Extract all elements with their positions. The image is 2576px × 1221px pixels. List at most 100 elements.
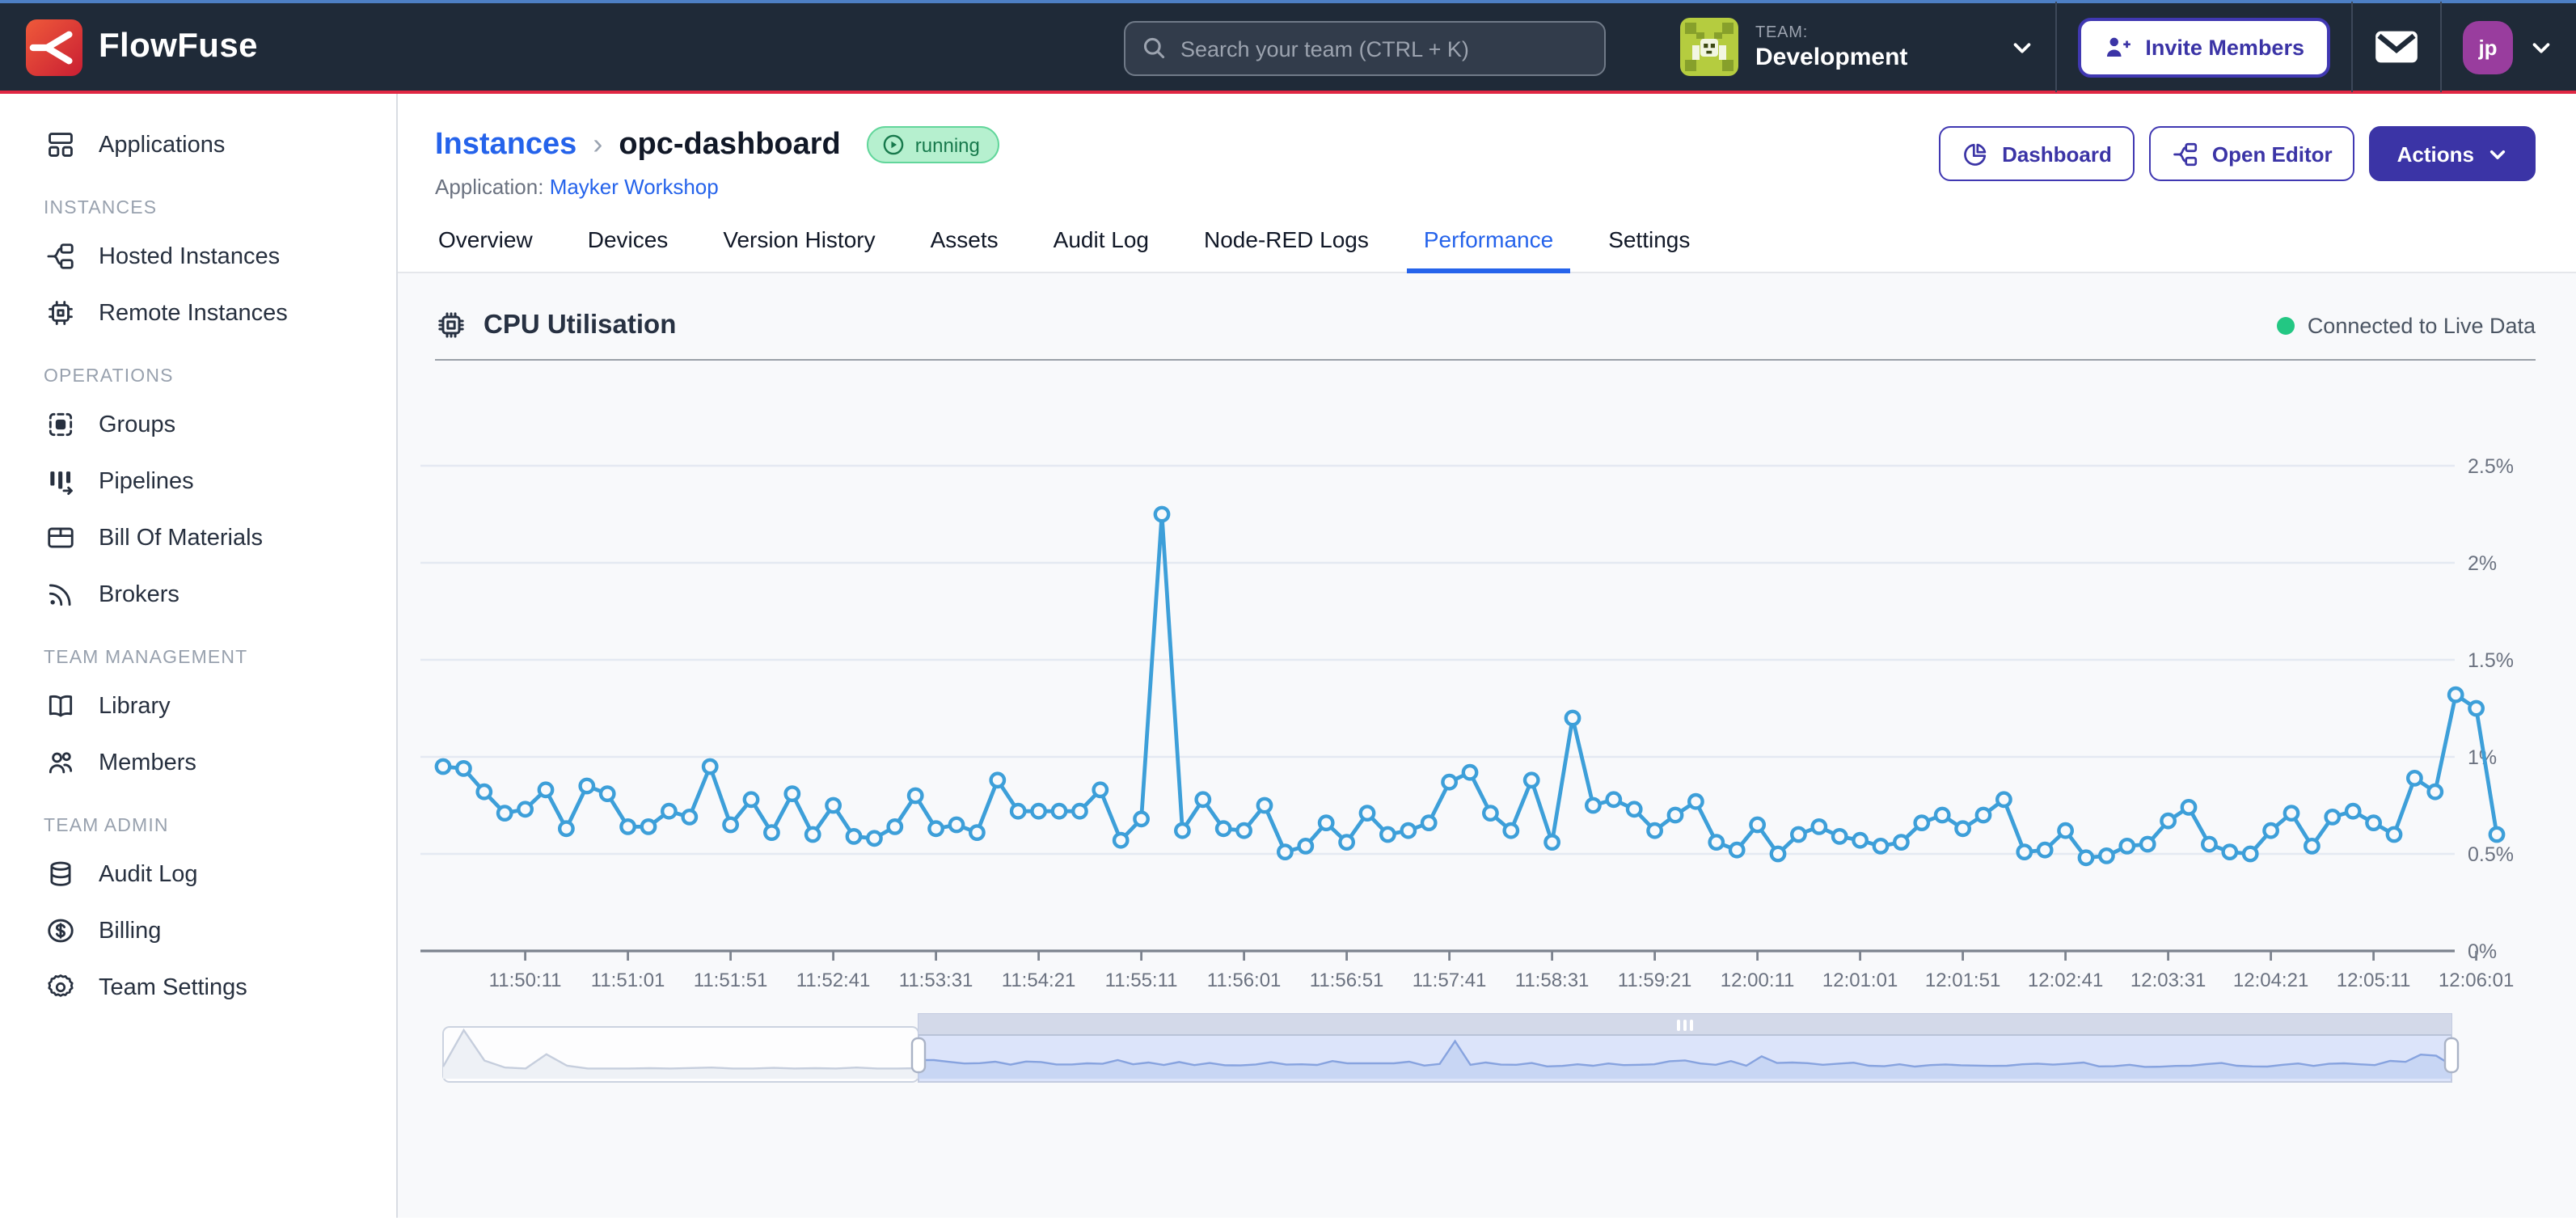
cpu-icon [438,312,464,338]
window-top-strip [0,0,2576,3]
sidebar-item-label: Pipelines [99,468,194,494]
tab-node-red-logs[interactable]: Node-RED Logs [1204,226,1369,252]
navbar-right: TEAM: Development Invite Members [1679,2,2553,92]
invite-members-button[interactable]: Invite Members [2077,17,2330,77]
breadcrumb-separator: › [593,128,603,160]
dashboard-button-label: Dashboard [2002,142,2112,166]
svg-text:11:57:41: 11:57:41 [1413,970,1487,991]
sidebar-item-label: Members [99,750,196,775]
svg-text:11:59:21: 11:59:21 [1618,970,1692,991]
svg-text:12:02:41: 12:02:41 [2028,970,2103,991]
user-avatar: jp [2463,20,2513,74]
sidebar-item-audit-log[interactable]: Audit Log [0,846,396,902]
status-badge: running [866,126,999,163]
application-link[interactable]: Mayker Workshop [549,175,719,199]
team-labels: TEAM: Development [1755,23,1907,70]
performance-content: CPU Utilisation Connected to Live Data 0… [398,273,2576,1218]
tab-audit-log[interactable]: Audit Log [1053,226,1149,252]
svg-text:2%: 2% [2468,552,2497,575]
team-kicker: TEAM: [1755,23,1809,41]
open-editor-button-label: Open Editor [2211,142,2333,166]
page-title: opc-dashboard [619,127,841,161]
svg-text:11:52:41: 11:52:41 [796,970,871,991]
sidebar-item-team-settings[interactable]: Team Settings [0,959,396,1016]
top-navbar: FlowFuse [0,2,2576,94]
chart-range-brush[interactable] [398,1008,2576,1092]
sidebar-item-brokers[interactable]: Brokers [0,566,396,623]
sidebar-item-applications[interactable]: Applications [0,116,396,173]
team-search[interactable] [1124,21,1606,76]
sidebar-section-team-admin: TEAM ADMIN [44,817,169,836]
chevron-down-icon [2489,149,2506,158]
tab-assets[interactable]: Assets [930,226,999,252]
dashboard-button[interactable]: Dashboard [1939,126,2135,181]
live-dot-icon [2276,316,2295,334]
gear-icon [48,974,74,997]
brokers-icon [49,584,71,606]
mail-icon[interactable] [2374,29,2419,65]
sidebar-section-operations: OPERATIONS [44,367,174,387]
search-icon [1143,37,1165,59]
svg-text:11:50:11: 11:50:11 [489,970,562,991]
sidebar-item-library[interactable]: Library [0,678,396,734]
tab-performance[interactable]: Performance [1407,226,1570,273]
chip-icon [49,301,73,325]
chevron-down-icon [2532,42,2550,53]
cpu-utilisation-chart: 0%0.5%1%1.5%2%2.5%11:50:11 11:51:01 11:51:… [420,455,2514,991]
sidebar-item-pipelines[interactable]: Pipelines [0,453,396,509]
sidebar-item-members[interactable]: Members [0,734,396,791]
svg-text:2.5%: 2.5% [2468,455,2514,478]
play-circle-icon [883,134,904,155]
team-avatar [1679,18,1738,76]
chart-divider [435,359,2536,361]
svg-text:12:00:11: 12:00:11 [1721,970,1795,991]
live-status-label: Connected to Live Data [2307,313,2536,337]
search-input[interactable] [1124,21,1606,76]
breadcrumb-instances-link[interactable]: Instances [435,127,577,161]
sidebar-item-billing[interactable]: Billing [0,902,396,959]
book-icon [49,695,73,717]
tab-devices[interactable]: Devices [587,226,669,252]
svg-text:11:56:51: 11:56:51 [1310,970,1384,991]
tab-overview[interactable]: Overview [438,226,533,252]
breadcrumb: Instances › opc-dashboard running [435,126,999,163]
brand[interactable]: FlowFuse [26,19,258,75]
team-name: Development [1755,43,1908,70]
svg-text:12:01:51: 12:01:51 [1925,970,2000,991]
chart-title-label: CPU Utilisation [484,310,677,339]
sidebar-item-hosted-instances[interactable]: Hosted Instances [0,228,396,285]
instance-tabs: Overview Devices Version History Assets … [398,226,2576,273]
divider [2351,2,2353,92]
sidebar-item-remote-instances[interactable]: Remote Instances [0,285,396,341]
sidebar-item-label: Applications [99,132,226,158]
pie-chart-icon [1964,142,1987,165]
open-editor-button[interactable]: Open Editor [2148,126,2355,181]
actions-button[interactable]: Actions [2369,126,2536,181]
svg-text:12:06:01: 12:06:01 [2439,970,2514,991]
brush-left-handle [910,1037,927,1074]
sidebar-item-groups[interactable]: Groups [0,396,396,453]
tab-version-history[interactable]: Version History [723,226,876,252]
flowfuse-logo-icon [26,19,82,75]
user-menu[interactable]: jp [2463,20,2553,74]
live-status: Connected to Live Data [2276,313,2536,337]
divider [2054,2,2057,92]
svg-text:12:01:01: 12:01:01 [1822,970,1898,991]
sidebar: Applications INSTANCES Hosted Instances … [0,94,398,1218]
sidebar-section-instances: INSTANCES [44,199,158,218]
application-line: Application: Mayker Workshop [435,175,999,199]
team-switcher[interactable]: TEAM: Development [1679,18,2033,76]
sidebar-item-bill-of-materials[interactable]: Bill Of Materials [0,509,396,566]
svg-text:11:58:31: 11:58:31 [1515,970,1590,991]
svg-text:11:54:21: 11:54:21 [1002,970,1076,991]
svg-text:11:51:51: 11:51:51 [694,970,768,991]
applications-icon [49,133,73,157]
tab-settings[interactable]: Settings [1608,226,1691,252]
sidebar-item-label: Hosted Instances [99,243,281,269]
divider [2440,2,2442,92]
sidebar-item-label: Brokers [99,581,179,607]
branch-icon [47,243,74,269]
page-actions: Dashboard Open Editor Actions [1939,126,2536,181]
application-label: Application: [435,175,544,199]
